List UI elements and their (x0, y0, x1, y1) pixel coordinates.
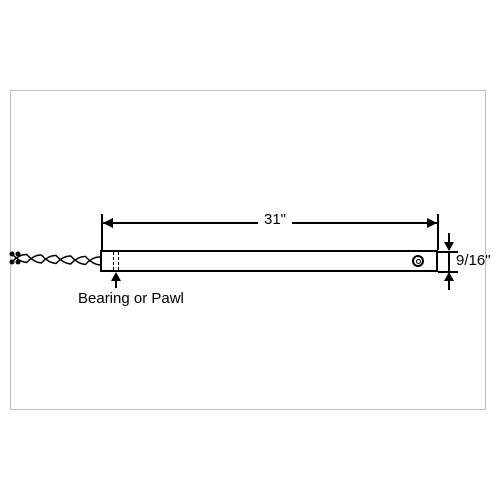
bearing-dashed-line (113, 252, 114, 270)
callout-leader-line (115, 280, 117, 288)
tube-body (100, 250, 438, 272)
drawing-canvas: 31" 9/16" Bearing or Pawl (0, 0, 500, 500)
dim-tail-line (448, 233, 450, 243)
dim-arrow-down-icon (444, 242, 454, 251)
callout-label: Bearing or Pawl (78, 290, 184, 307)
mounting-hole-inner (416, 259, 421, 264)
height-dimension-label: 9/16" (456, 252, 491, 269)
dim-tail-line (448, 280, 450, 290)
dim-arrow-right-icon (427, 218, 437, 228)
length-dimension-label: 31" (258, 211, 292, 228)
bearing-dashed-line (118, 252, 119, 270)
dim-arrow-left-icon (103, 218, 113, 228)
twisted-wire (6, 248, 106, 271)
dim-line (448, 253, 450, 271)
callout-arrow-icon (111, 272, 121, 281)
dim-extension-line (437, 214, 439, 250)
